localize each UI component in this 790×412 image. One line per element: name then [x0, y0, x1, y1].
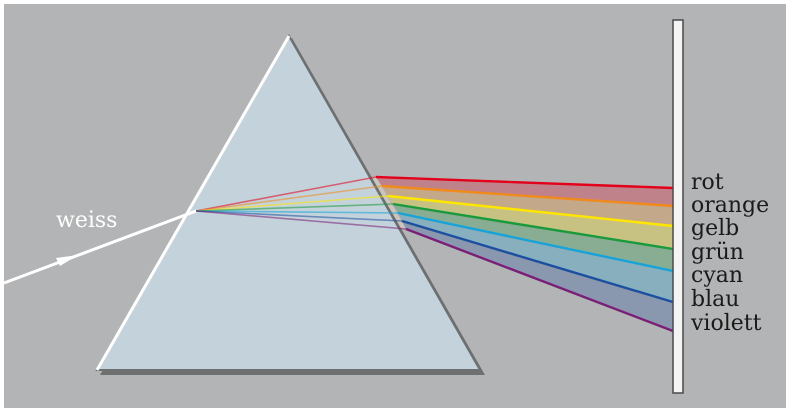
screen [672, 19, 684, 394]
spectrum-ray-3 [392, 202, 674, 251]
spectrum-ray-2 [387, 194, 674, 228]
label-cyan: cyan [691, 263, 743, 288]
label-gruen: grün [691, 240, 744, 265]
internal-rays [195, 176, 407, 230]
internal-ray-3 [195, 203, 394, 212]
spectrum-band-0 [376, 177, 673, 206]
spectrum-labels: rot orange gelb grün cyan blau violett [690, 170, 769, 336]
incoming-beam [3, 209, 197, 285]
spectrum-ray-0 [375, 175, 674, 190]
spectrum-ray-6 [405, 227, 674, 333]
label-violett: violett [690, 311, 762, 336]
label-rot: rot [691, 170, 724, 195]
spectrum-ray-4 [397, 211, 674, 273]
spectrum-band-5 [402, 221, 673, 331]
internal-ray-5 [195, 210, 403, 222]
spectrum-band-1 [382, 186, 673, 226]
spectrum-ray-1 [381, 184, 674, 208]
spectrum-ray-5 [401, 219, 674, 304]
spectrum-band-4 [398, 213, 673, 302]
label-blau: blau [691, 287, 739, 312]
spectrum-bands [376, 177, 673, 331]
label-orange: orange [691, 193, 769, 218]
beam-arrow-icon [56, 255, 78, 266]
spectrum-band-2 [388, 196, 673, 249]
internal-ray-6 [195, 210, 407, 230]
spectrum-rays [375, 175, 674, 333]
prism-highlight-edge [95, 35, 291, 371]
internal-ray-4 [195, 210, 399, 214]
internal-ray-0 [195, 176, 377, 212]
internal-ray-1 [195, 185, 383, 212]
internal-ray-2 [195, 195, 389, 212]
spectrum-band-3 [393, 204, 673, 271]
input-label: weiss [56, 208, 117, 233]
label-gelb: gelb [691, 216, 739, 241]
